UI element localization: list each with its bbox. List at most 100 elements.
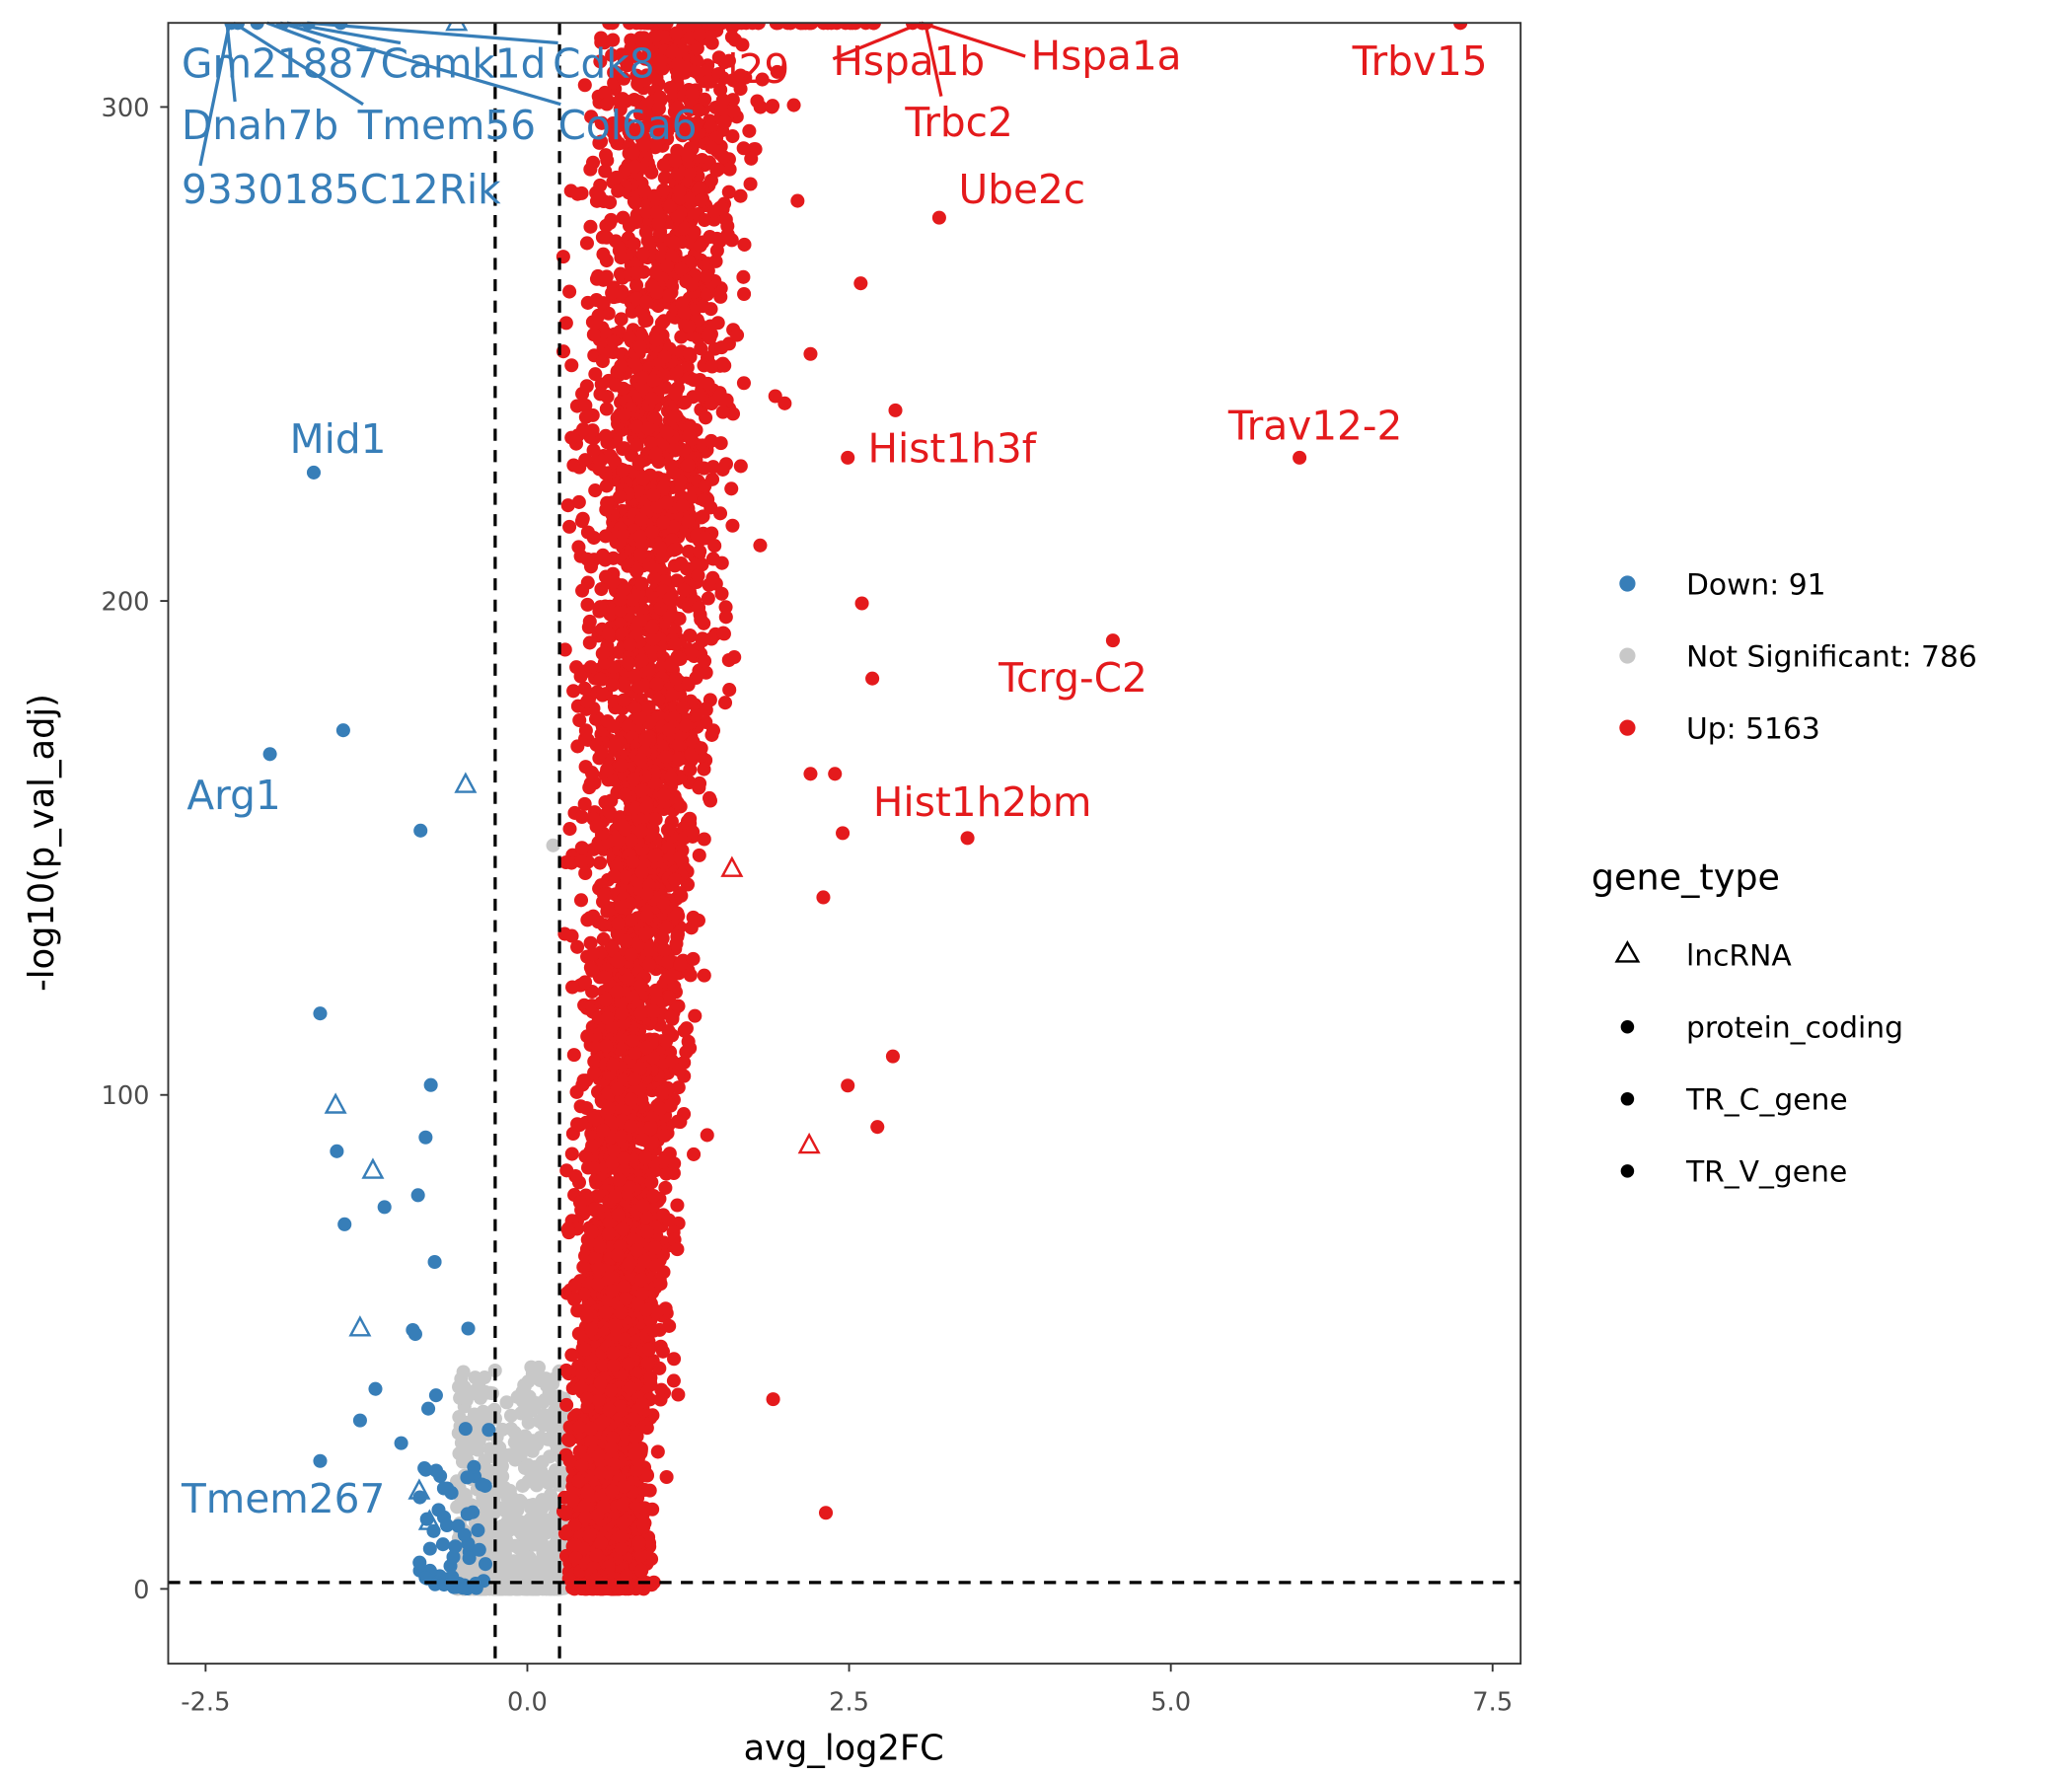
up-point [594, 582, 609, 597]
up-point [652, 541, 668, 555]
up-point [666, 1373, 681, 1388]
ns-point [493, 1521, 508, 1536]
up-point [600, 904, 615, 919]
up-point [629, 278, 644, 293]
up-point [566, 1048, 581, 1063]
up-point [564, 358, 579, 373]
up-point [753, 538, 768, 553]
up-point [662, 1318, 677, 1333]
up-point [671, 751, 686, 766]
up-point [572, 713, 587, 728]
up-point [669, 671, 684, 686]
up-point [557, 642, 572, 657]
up-point [600, 153, 615, 168]
up-point [718, 600, 733, 615]
ns-point [518, 1460, 533, 1475]
up-point [617, 693, 631, 707]
ns-point [481, 1499, 496, 1514]
up-point [564, 1348, 579, 1363]
up-point [562, 822, 577, 837]
up-point [570, 739, 585, 754]
up-point [579, 379, 594, 394]
up-point [559, 1397, 574, 1412]
up-point [573, 893, 589, 908]
up-point [566, 684, 581, 699]
up-point [598, 85, 613, 100]
up-point [667, 1352, 682, 1367]
up-point [593, 178, 608, 192]
up-point [605, 678, 620, 693]
ns-point [534, 1463, 549, 1478]
up-point [579, 236, 594, 251]
up-point [692, 28, 707, 42]
up-point [560, 1432, 575, 1446]
up-point [560, 498, 575, 513]
up-point [585, 963, 600, 978]
up-point [692, 780, 706, 795]
up-point [558, 1363, 574, 1377]
up-point [725, 129, 740, 144]
up-point [558, 316, 573, 331]
up-point [718, 610, 733, 625]
ns-point [517, 1522, 532, 1537]
ns-point [496, 1501, 511, 1516]
up-point [755, 72, 770, 87]
up-point [727, 650, 742, 665]
ns-point [450, 1500, 465, 1515]
ns-point [542, 1414, 556, 1429]
ns-point [517, 1379, 532, 1394]
up-point [635, 472, 650, 486]
up-point [610, 136, 625, 151]
up-point [753, 100, 768, 114]
ns-point [531, 1516, 546, 1530]
up-point [671, 1387, 686, 1402]
up-point [642, 958, 657, 973]
up-point [680, 360, 695, 375]
up-point [717, 696, 733, 710]
up-point [597, 325, 612, 339]
up-point [681, 677, 696, 692]
ns-point [488, 1570, 503, 1585]
up-point [578, 398, 593, 412]
up-point [736, 269, 751, 284]
up-point [600, 763, 615, 777]
up-point [617, 679, 631, 694]
up-point [629, 564, 644, 579]
up-point [614, 251, 629, 265]
up-point [580, 913, 595, 927]
up-point [704, 359, 719, 374]
up-point [697, 832, 711, 847]
up-point [705, 552, 720, 566]
up-point [698, 479, 712, 493]
up-point [599, 402, 614, 416]
ns-point [518, 1429, 533, 1443]
up-point [578, 975, 593, 990]
up-point [656, 787, 671, 802]
up-point [558, 854, 573, 870]
up-point [580, 597, 595, 612]
up-point [604, 212, 619, 227]
up-point [697, 461, 711, 476]
up-point [717, 114, 732, 129]
ns-point [533, 1530, 548, 1545]
up-point [692, 848, 706, 862]
up-point [586, 328, 601, 342]
up-point [580, 694, 595, 709]
up-point [631, 680, 646, 695]
up-point [683, 629, 698, 643]
ns-point [478, 1370, 492, 1385]
ns-point [508, 1538, 523, 1553]
up-point [578, 409, 593, 424]
up-point [733, 459, 748, 474]
up-point [582, 614, 597, 629]
up-point [614, 312, 629, 327]
up-point [569, 1084, 584, 1099]
ns-point [494, 1536, 509, 1551]
up-point [582, 635, 597, 650]
up-point [671, 1080, 686, 1095]
up-point [650, 1444, 665, 1459]
data-points [224, 23, 1468, 1596]
up-point [667, 1156, 682, 1171]
up-point [697, 762, 711, 777]
